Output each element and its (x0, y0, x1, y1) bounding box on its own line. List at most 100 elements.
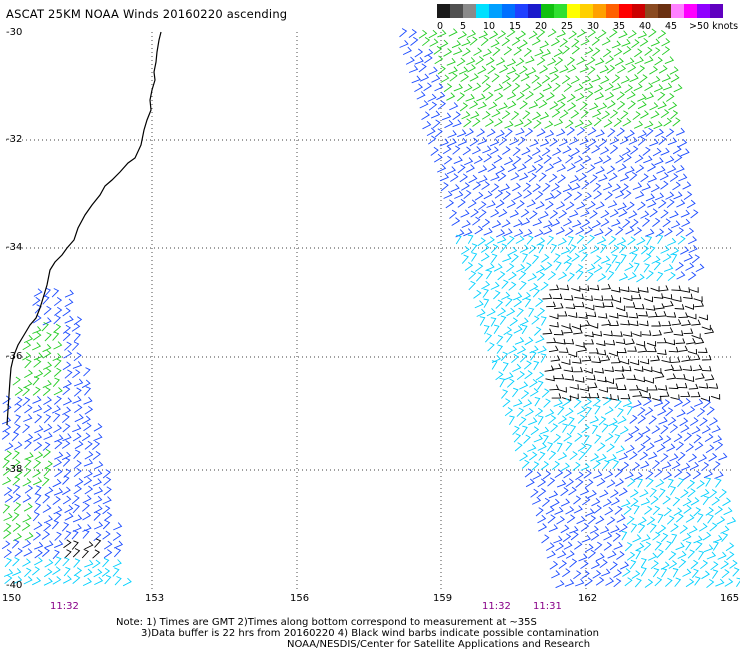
wind-barb (714, 506, 723, 515)
wind-barb (664, 364, 675, 372)
wind-barb (501, 219, 511, 228)
wind-barb (556, 338, 566, 345)
wind-barb (603, 119, 613, 128)
wind-barb (421, 111, 430, 120)
wind-barb (469, 137, 479, 147)
wind-barb (606, 64, 616, 74)
wind-barb (622, 117, 632, 127)
wind-barb (671, 533, 678, 544)
wind-barb (591, 74, 601, 83)
wind-barb (609, 28, 618, 38)
wind-barb (542, 328, 553, 335)
wind-barb (113, 522, 123, 531)
wind-barb (663, 117, 672, 127)
wind-barb (22, 351, 31, 361)
wind-barb (656, 311, 667, 318)
wind-barb (551, 393, 562, 399)
wind-barb (597, 453, 607, 462)
wind-barb (32, 395, 42, 404)
wind-barb (667, 416, 677, 426)
wind-barb (531, 147, 541, 156)
wind-barb (615, 478, 625, 487)
wind-barb (601, 568, 611, 577)
wind-barb (700, 560, 709, 570)
wind-barb (590, 245, 600, 254)
wind-barb (580, 522, 590, 532)
wind-barb (685, 578, 695, 588)
wind-barb (620, 319, 630, 326)
wind-barb (701, 365, 712, 372)
wind-barb (654, 541, 662, 551)
wind-barb (619, 523, 628, 533)
wind-barb (559, 38, 568, 48)
wind-barb (507, 163, 517, 173)
wind-barb (678, 312, 689, 319)
wind-barb (486, 236, 495, 246)
wind-barb (24, 567, 32, 578)
wind-barb (581, 392, 591, 399)
wind-barb (523, 190, 533, 199)
wind-barb (649, 102, 659, 111)
wind-barb (634, 303, 645, 310)
wind-barb (558, 271, 568, 280)
wind-barb (545, 375, 555, 382)
wind-barb (418, 29, 428, 39)
wind-barb (54, 540, 64, 549)
wind-barb (43, 423, 53, 433)
wind-barb (500, 351, 509, 362)
wind-barb (22, 558, 31, 567)
wind-barb (476, 128, 486, 137)
wind-barb (535, 297, 544, 307)
wind-barb (52, 549, 60, 560)
wind-barb (410, 36, 419, 46)
wind-barb (474, 300, 484, 309)
wind-barb (660, 180, 669, 190)
wind-barb (704, 374, 715, 381)
wind-barb (677, 550, 687, 560)
wind-barb (530, 426, 540, 436)
wind-barb (2, 458, 10, 469)
wind-barb (648, 451, 658, 460)
wind-barb (550, 243, 558, 254)
legend-swatch (463, 4, 476, 18)
wind-barb (583, 469, 592, 479)
wind-barb (419, 73, 430, 82)
wind-barb (676, 271, 686, 280)
wind-barb (469, 73, 479, 82)
wind-barb (567, 102, 577, 111)
wind-barb (532, 218, 543, 227)
wind-barb (32, 296, 41, 306)
wind-barb (92, 440, 101, 450)
wind-barb (513, 191, 523, 201)
wind-barb (657, 234, 664, 245)
wind-barb (551, 363, 562, 370)
wind-barb (662, 495, 671, 505)
legend-label-5: 5 (460, 21, 467, 32)
wind-barb (437, 65, 446, 75)
wind-barb (622, 568, 631, 577)
legend-swatch (671, 4, 684, 18)
wind-barb (467, 199, 477, 209)
wind-barb (42, 361, 53, 370)
wind-barb (578, 244, 588, 253)
wind-barb (54, 358, 62, 368)
wind-barb (659, 172, 669, 181)
wind-barb (661, 74, 672, 83)
wind-barb (605, 577, 615, 586)
wind-barb (491, 109, 501, 118)
wind-barb (565, 201, 575, 211)
wind-barb (547, 28, 557, 37)
wind-barb (82, 502, 90, 512)
wind-barb (548, 450, 557, 460)
wind-barb (469, 36, 478, 46)
wind-barb (675, 338, 686, 344)
wind-barb (529, 388, 539, 397)
wind-barb (597, 102, 608, 111)
wind-barb (575, 478, 584, 488)
wind-barb (684, 304, 694, 310)
wind-barb (446, 166, 456, 175)
wind-barb (549, 137, 558, 147)
wind-barb (585, 90, 594, 100)
wind-barb (637, 30, 648, 39)
wind-barb (1, 416, 12, 425)
